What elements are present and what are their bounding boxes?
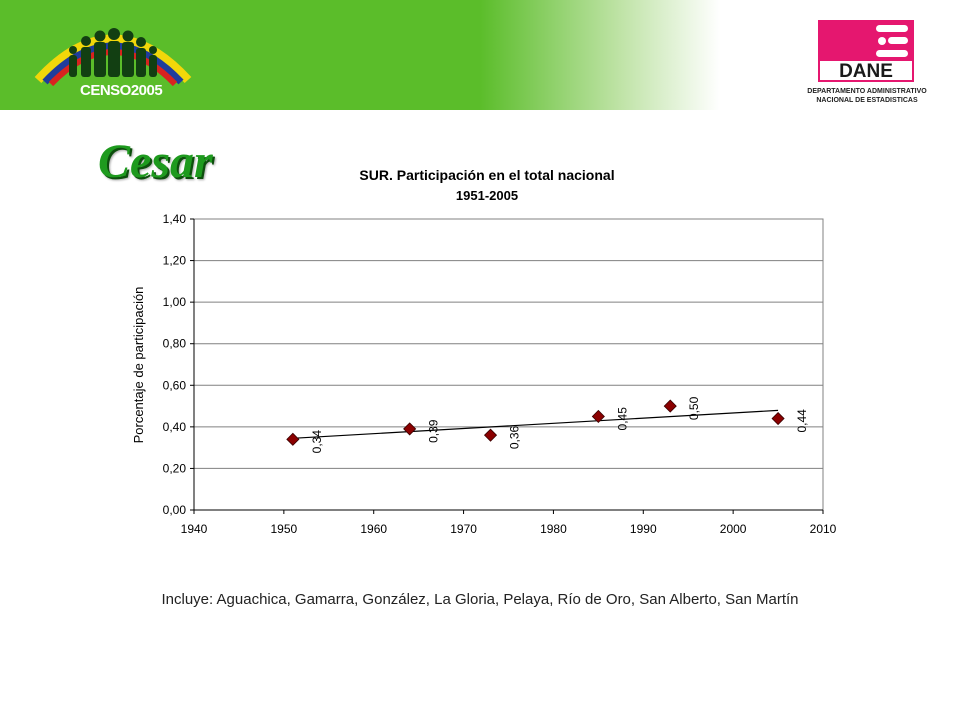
data-point-marker [663,399,677,413]
dane-caption: DEPARTAMENTO ADMINISTRATIVO NACIONAL DE … [782,87,952,105]
y-tick-label: 0,60 [163,378,187,392]
x-tick-label: 2000 [720,522,747,536]
x-tick-label: 1980 [540,522,567,536]
y-tick-label: 1,00 [163,295,187,309]
y-tick-label: 0,80 [163,337,187,351]
chart-subtitle: 1951-2005 [456,188,518,203]
trendline [292,409,779,439]
x-tick-label: 1960 [360,522,387,536]
data-point-marker [483,428,498,442]
dane-caption-line-2: NACIONAL DE ESTADISTICAS [816,97,918,104]
dane-logo-text: DANE [839,61,893,82]
chart-title: SUR. Participación en el total nacional [359,167,614,183]
data-point-label: 0,50 [687,396,701,420]
data-point-label: 0,36 [508,425,522,449]
y-tick-label: 1,20 [163,254,187,268]
x-tick-label: 2010 [810,522,837,536]
data-point-label: 0,34 [310,430,324,454]
dane-logo: DANE [818,20,914,82]
footnote: Incluye: Aguachica, Gamarra, González, L… [161,591,799,608]
y-tick-label: 0,00 [163,503,187,517]
y-tick-label: 1,40 [163,212,187,226]
data-point-marker [591,409,605,424]
data-point-marker [771,411,785,426]
data-point-marker [403,422,417,436]
x-tick-label: 1970 [450,522,477,536]
x-tick-label: 1990 [630,522,657,536]
data-point-label: 0,44 [795,409,809,433]
x-tick-label: 1950 [271,522,298,536]
y-tick-label: 0,40 [163,420,187,434]
x-tick-label: 1940 [181,522,208,536]
y-axis-label: Porcentaje de participación [131,287,146,444]
data-point-label: 0,39 [427,419,441,443]
data-point-label: 0,45 [615,407,629,431]
censo-logo-text: CENSO2005 [80,82,163,99]
data-point-marker [286,432,300,446]
dane-caption-line-1: DEPARTAMENTO ADMINISTRATIVO [807,88,927,95]
region-title: Cesar [98,135,213,188]
y-tick-label: 0,20 [163,461,187,475]
plot-area-frame [193,218,824,511]
censo-logo [34,28,192,87]
